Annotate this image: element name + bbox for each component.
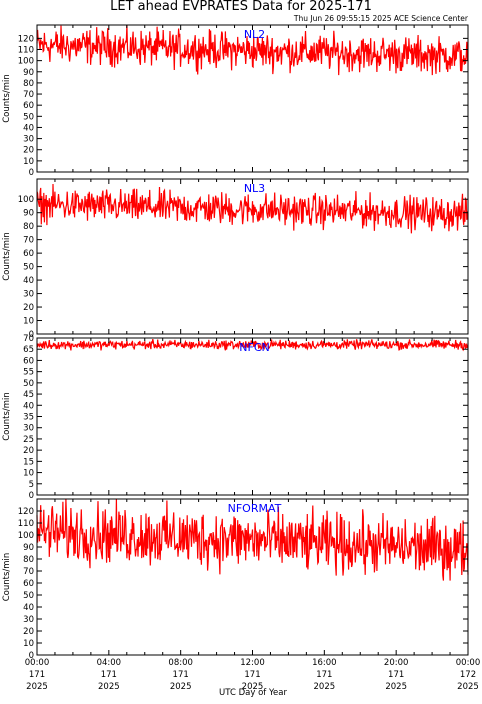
x-tick-label: 171 [101, 670, 117, 680]
y-tick-label: 80 [23, 79, 34, 89]
y-tick-label: 90 [23, 543, 34, 553]
y-tick-label: 10 [23, 317, 34, 327]
y-tick-label: 0 [29, 168, 34, 178]
plot-frame [36, 498, 469, 656]
x-axis-label: UTC Day of Year [219, 688, 287, 698]
y-tick-label: 40 [23, 603, 34, 613]
y-tick-label: 80 [23, 222, 34, 232]
y-tick-label: 30 [23, 615, 34, 625]
y-axis-label: Counts/min [2, 392, 12, 441]
y-tick-label: 70 [23, 236, 34, 246]
y-tick-label: 20 [23, 303, 34, 313]
panel-label: NFCN [239, 341, 269, 354]
y-tick-label: 50 [23, 591, 34, 601]
y-tick-label: 60 [23, 249, 34, 259]
x-tick-label: 171 [388, 670, 404, 680]
panel-label: NFORMAT [228, 502, 282, 515]
y-tick-label: 70 [23, 567, 34, 577]
y-tick-label: 65 [23, 345, 34, 355]
y-tick-label: 25 [23, 435, 34, 445]
x-tick-label: 04:00 [97, 658, 122, 668]
x-tick-label: 2025 [457, 682, 479, 692]
y-tick-label: 0 [29, 651, 34, 661]
series-line [36, 24, 469, 76]
series-line [36, 338, 469, 352]
y-tick-label: 55 [23, 368, 34, 378]
panel-1: 0 10 20 30 40 50 60 70 80 90 100 Counts/min NL3 [2, 178, 469, 340]
y-tick-label: 70 [23, 334, 34, 344]
y-tick-label: 40 [23, 276, 34, 286]
chart-panels: 0102030405060708090100110120Counts/minNL… [2, 24, 481, 692]
panel-label: NL3 [244, 182, 265, 195]
y-tick-label: 50 [23, 112, 34, 122]
panel-label: NL2 [244, 28, 265, 41]
timestamp-text: Thu Jun 26 09:55:15 2025 ACE Science Cen… [293, 14, 469, 23]
x-tick-label: 20:00 [384, 658, 409, 668]
x-tick-label: 2025 [170, 682, 192, 692]
y-tick-label: 10 [23, 469, 34, 479]
y-tick-label: 45 [23, 390, 34, 400]
y-tick-label: 70 [23, 90, 34, 100]
x-tick-label: 2025 [314, 682, 336, 692]
y-tick-label: 5 [29, 480, 34, 490]
x-tick-label: 00:00 [25, 658, 50, 668]
x-tick-label: 171 [173, 670, 189, 680]
series-line [36, 498, 469, 581]
y-tick-label: 15 [23, 457, 34, 467]
series-line [36, 183, 469, 234]
y-axis-label: Counts/min [2, 232, 12, 281]
y-tick-label: 80 [23, 555, 34, 565]
y-tick-label: 120 [18, 507, 34, 517]
y-tick-label: 10 [23, 639, 34, 649]
x-tick-label: 08:00 [168, 658, 193, 668]
y-tick-label: 20 [23, 446, 34, 456]
x-tick-label: 171 [244, 670, 260, 680]
y-tick-label: 0 [29, 491, 34, 501]
y-axis-label: Counts/min [2, 74, 12, 123]
y-tick-label: 40 [23, 401, 34, 411]
y-tick-label: 40 [23, 123, 34, 133]
y-tick-label: 60 [23, 579, 34, 589]
y-tick-label: 50 [23, 263, 34, 273]
y-tick-label: 20 [23, 146, 34, 156]
x-tick-label: 2025 [98, 682, 120, 692]
y-tick-label: 90 [23, 68, 34, 78]
y-tick-label: 120 [18, 34, 34, 44]
y-tick-label: 110 [18, 519, 34, 529]
y-tick-label: 30 [23, 424, 34, 434]
y-tick-label: 35 [23, 413, 34, 423]
y-tick-label: 100 [18, 195, 34, 205]
x-tick-label: 172 [460, 670, 476, 680]
y-tick-label: 30 [23, 290, 34, 300]
y-tick-label: 30 [23, 135, 34, 145]
y-tick-label: 100 [18, 57, 34, 67]
x-tick-label: 171 [316, 670, 332, 680]
y-tick-label: 60 [23, 356, 34, 366]
x-tick-label: 16:00 [312, 658, 337, 668]
y-tick-label: 10 [23, 157, 34, 167]
x-tick-label: 2025 [242, 682, 264, 692]
plot-frame [36, 337, 469, 496]
x-tick-label: 2025 [26, 682, 48, 692]
y-tick-label: 60 [23, 101, 34, 111]
chart-title: LET ahead EVPRATES Data for 2025-171 [110, 0, 372, 14]
x-tick-labels: 00:00 171 2025 04:00 171 2025 08:00 171 2025 12:0… [25, 658, 481, 692]
x-tick-label: 2025 [385, 682, 407, 692]
y-tick-label: 50 [23, 379, 34, 389]
x-tick-label: 171 [29, 670, 45, 680]
y-tick-label: 100 [18, 531, 34, 541]
x-tick-label: 00:00 [456, 658, 481, 668]
y-tick-label: 0 [29, 330, 34, 340]
y-axis-label: Counts/min [2, 553, 12, 602]
panel-3: 0 10 20 30 40 50 60 70 80 90 100 110 120 Counts/min NF… [2, 498, 469, 661]
y-tick-label: 90 [23, 209, 34, 219]
y-tick-label: 110 [18, 46, 34, 56]
x-tick-label: 12:00 [240, 658, 265, 668]
y-tick-label: 20 [23, 627, 34, 637]
